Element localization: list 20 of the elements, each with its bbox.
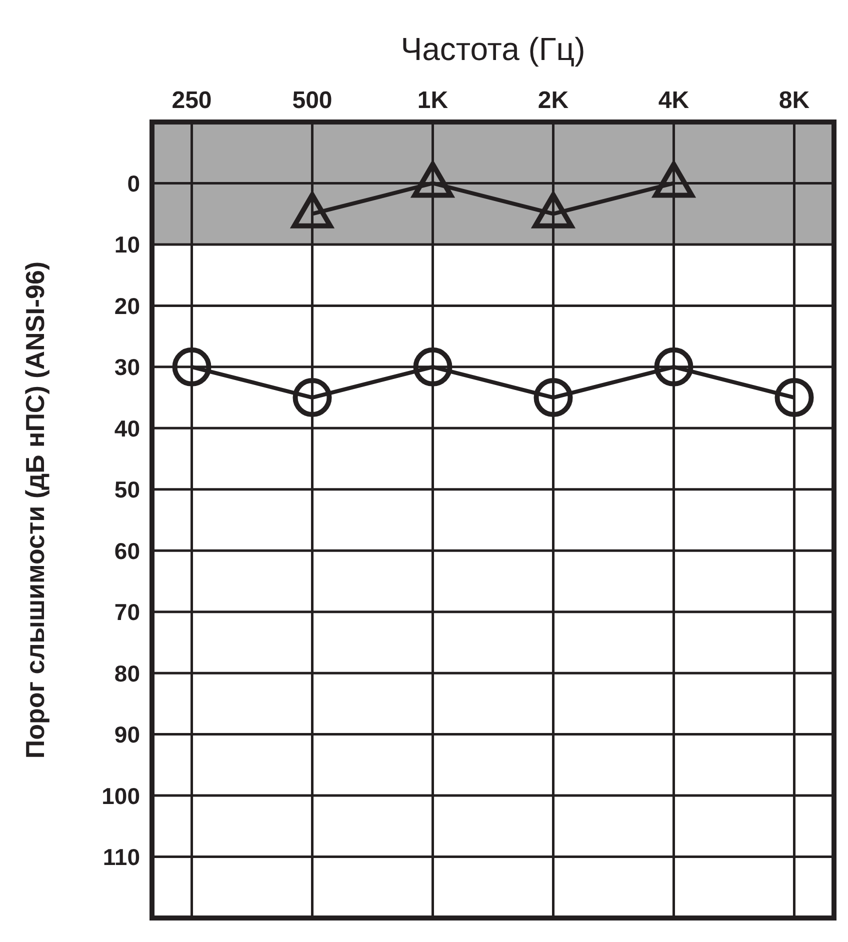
- x-tick-label: 250: [172, 87, 212, 114]
- y-tick-label: 0: [127, 170, 140, 197]
- y-tick-label: 10: [114, 232, 140, 258]
- x-tick-label: 4K: [658, 87, 690, 114]
- y-tick-label: 70: [114, 599, 140, 626]
- y-tick-label: 30: [114, 354, 140, 380]
- y-axis-title: Порог слышимости (дБ нПС) (ANSI-96): [20, 261, 50, 759]
- y-tick-label: 50: [114, 476, 140, 503]
- y-tick-label: 110: [102, 844, 140, 870]
- y-tick-label: 60: [114, 538, 140, 564]
- y-tick-label: 100: [102, 782, 140, 809]
- y-tick-label: 80: [114, 660, 140, 686]
- x-tick-label: 2K: [538, 87, 570, 114]
- y-tick-label: 90: [114, 722, 140, 748]
- y-tick-label: 20: [114, 292, 140, 319]
- x-axis-title: Частота (Гц): [400, 31, 586, 67]
- x-tick-label: 8K: [778, 87, 810, 114]
- y-tick-label: 40: [114, 415, 140, 442]
- x-tick-label: 1K: [417, 87, 449, 114]
- x-tick-label: 500: [292, 87, 332, 114]
